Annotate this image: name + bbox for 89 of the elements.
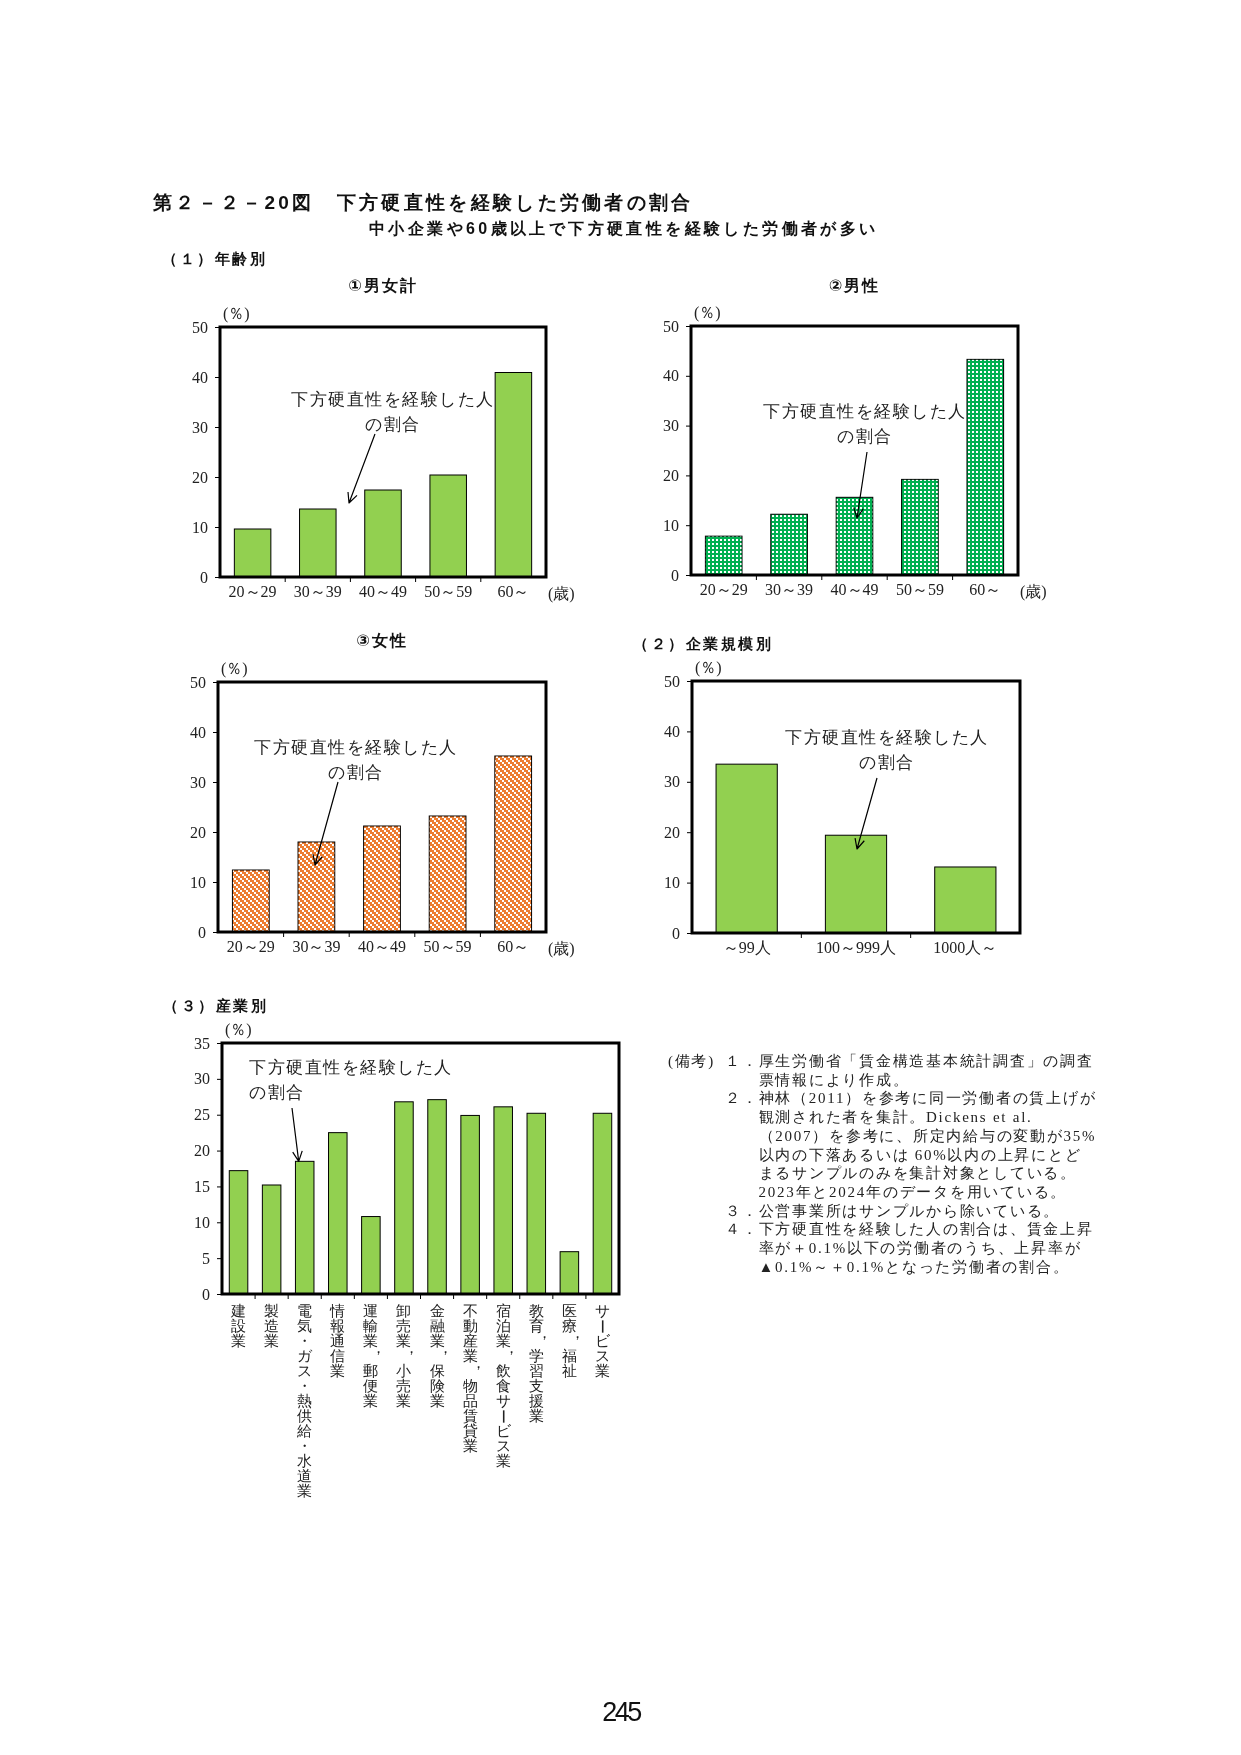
annotation: 下方硬直性を経験した人の割合 (290, 389, 496, 436)
y-tick-label: 30 (663, 417, 679, 435)
x-tick-label: 20～29 (228, 583, 277, 601)
x-tick-label: 教育，学習支援業 (528, 1303, 552, 1425)
y-tick-label: 50 (663, 317, 679, 335)
x-tick-label: 60～ (969, 581, 1002, 599)
category-label: 不動産業，物品賃貸業 (462, 1303, 486, 1455)
y-tick-label: 0 (198, 923, 206, 941)
y-axis-title: (％) (221, 660, 248, 678)
y-tick-label: 40 (192, 368, 208, 386)
category-label: 電気・ガス・熱供給・水道業 (297, 1303, 313, 1500)
x-tick-label: 建設業 (230, 1303, 247, 1350)
text: 245 (602, 1697, 642, 1727)
y-tick-label: 0 (671, 566, 679, 584)
x-tick-label: 50～59 (895, 581, 944, 599)
y-tick-label: 30 (664, 773, 680, 791)
y-tick-label: 15 (194, 1178, 210, 1196)
y-tick-label: 10 (663, 516, 679, 534)
text: 第２－２－20図 下方硬直性を経験した労働者の割合 (152, 192, 694, 213)
x-tick-label: 30～39 (292, 938, 341, 956)
chart-title: ①男女計 (348, 277, 418, 294)
chart-title: ②男性 (828, 277, 881, 294)
x-tick-label: 40～49 (358, 938, 406, 956)
text: ２．神林（2011）を参考に同一労働者の賃上げが観測された者を集計。Dickens et al.（2007）を参考に、所定内給与の変動が35%以内の下落あるいは 60%以内の上昇にとどまるサンプルのみを集計対象としている。2023年と2024年のデータを用いている。 (725, 1089, 1097, 1202)
x-tick-label: 製造業 (264, 1303, 280, 1350)
chart-title: （２）企業規模別 (633, 635, 773, 652)
text: ４．下方硬直性を経験した人の割合は、賃金上昇率が＋0.1%以下の労働者のうち、上昇率が▲0.1%～＋0.1%となった労働者の割合。 (725, 1220, 1095, 1277)
x-tick-label: 医療，福祉 (561, 1303, 585, 1380)
y-tick-label: 40 (663, 367, 679, 385)
y-tick-label: 25 (194, 1106, 210, 1124)
y-axis-title: (％) (225, 1021, 252, 1039)
annotation: 下方硬直性を経験した人の割合 (784, 727, 990, 774)
y-tick-label: 40 (664, 723, 680, 741)
y-tick-label: 30 (194, 1070, 210, 1088)
x-tick-label: 20～29 (699, 581, 748, 599)
y-tick-label: 20 (192, 468, 208, 486)
x-tick-label: 50～59 (423, 938, 472, 956)
y-tick-label: 20 (664, 823, 680, 841)
x-tick-label: 情報通信業 (329, 1303, 346, 1380)
chart-title: （３）産業別 (163, 997, 268, 1014)
y-tick-label: 0 (672, 924, 680, 942)
y-tick-label: 35 (194, 1034, 210, 1052)
y-tick-label: 20 (190, 823, 206, 841)
category-label: 宿泊業，飲食サービス業 (495, 1303, 519, 1470)
x-axis-title: (歳) (548, 940, 575, 958)
y-tick-label: 0 (200, 568, 208, 586)
y-tick-label: 30 (190, 773, 206, 791)
x-tick-label: 60～ (497, 938, 530, 956)
x-tick-label: サービス業 (594, 1303, 611, 1380)
y-tick-label: 10 (194, 1213, 210, 1231)
x-tick-label: 50～59 (424, 583, 473, 601)
x-axis-title: (歳) (1020, 583, 1047, 601)
y-axis-title: (％) (694, 304, 721, 322)
x-tick-label: 運輸業，郵便業 (363, 1303, 387, 1410)
annotation: 下方硬直性を経験した人の割合 (762, 401, 968, 448)
y-tick-label: 10 (192, 518, 208, 536)
annotation: 下方硬直性を経験した人の割合 (249, 1057, 454, 1104)
text: （１）年齢別 (162, 250, 267, 267)
y-tick-label: 10 (190, 873, 206, 891)
text: (備考) (668, 1052, 716, 1071)
x-tick-label: 40～49 (830, 581, 879, 599)
x-tick-label: 40～49 (359, 583, 407, 601)
y-tick-label: 20 (194, 1142, 210, 1160)
y-tick-label: 30 (192, 418, 208, 436)
x-tick-label: 20～29 (226, 938, 275, 956)
x-tick-label: 1000人～ (933, 939, 998, 957)
x-tick-label: 30～39 (293, 583, 342, 601)
y-tick-label: 50 (190, 673, 206, 691)
x-tick-label: 100～999人 (816, 939, 896, 957)
text: 中小企業や60歳以上で下方硬直性を経験した労働者が多い (369, 219, 879, 237)
y-tick-label: 10 (664, 874, 680, 892)
x-tick-label: 30～39 (765, 581, 814, 599)
y-tick-label: 50 (664, 672, 680, 690)
x-tick-label: 金融業，保険業 (429, 1303, 453, 1410)
x-tick-label: 60～ (497, 583, 530, 601)
y-tick-label: 50 (192, 318, 208, 336)
y-tick-label: 20 (663, 467, 679, 485)
text: １．厚生労働省「賃金構造基本統計調査」の調査票情報により作成。 (725, 1052, 1095, 1090)
annotation: 下方硬直性を経験した人の割合 (253, 737, 459, 784)
y-tick-label: 40 (190, 723, 206, 741)
chart-title: ③女性 (356, 632, 408, 649)
y-tick-label: 0 (202, 1285, 210, 1303)
x-tick-label: ～99人 (722, 939, 771, 957)
y-tick-label: 5 (202, 1249, 210, 1267)
x-axis-title: (歳) (548, 585, 575, 603)
y-axis-title: (％) (223, 305, 250, 323)
y-axis-title: (％) (695, 659, 722, 677)
x-tick-label: 卸売業，小売業 (396, 1303, 420, 1410)
text: ３．公営事業所はサンプルから除いている。 (725, 1201, 1061, 1221)
